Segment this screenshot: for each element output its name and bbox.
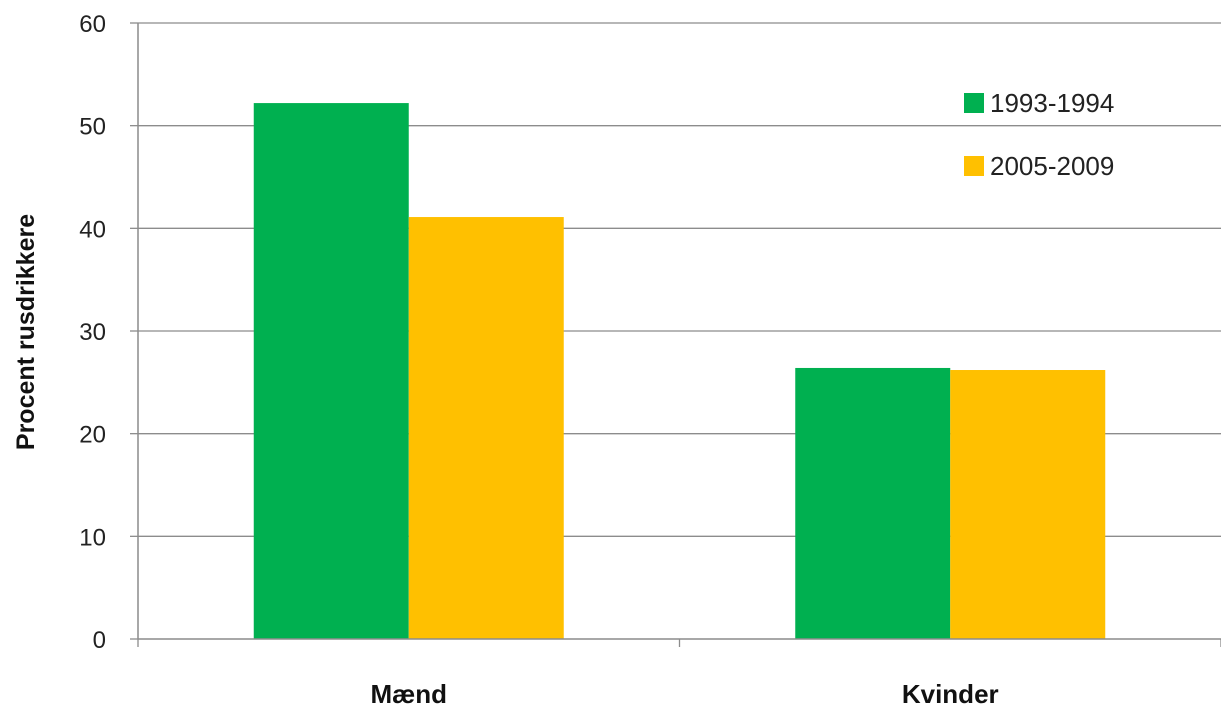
legend-swatch: [964, 93, 984, 113]
y-tick-label: 60: [79, 11, 106, 38]
y-tick-label: 30: [79, 319, 106, 346]
y-tick-label: 40: [79, 216, 106, 243]
bar-1993-1994: [254, 103, 409, 639]
x-category-label: Kvinder: [902, 679, 999, 709]
x-category-labels: Mænd Kvinder: [370, 679, 998, 709]
y-tick-labels: 0 10 20 30 40 50 60: [79, 11, 106, 654]
legend-label: 2005-2009: [990, 151, 1114, 181]
y-tick-label: 20: [79, 422, 106, 449]
legend-swatch: [964, 156, 984, 176]
bar-1993-1994: [795, 368, 950, 639]
y-axis-label: Procent rusdrikkere: [12, 214, 40, 450]
bar-2005-2009: [409, 217, 564, 639]
legend-label: 1993-1994: [990, 88, 1114, 118]
legend: 1993-1994 2005-2009: [964, 88, 1114, 181]
x-category-label: Mænd: [370, 679, 447, 709]
bar-2005-2009: [950, 370, 1105, 639]
bars: [254, 103, 1106, 639]
y-tick-label: 10: [79, 524, 106, 551]
y-tick-label: 50: [79, 114, 106, 141]
y-tick-label: 0: [93, 627, 106, 654]
